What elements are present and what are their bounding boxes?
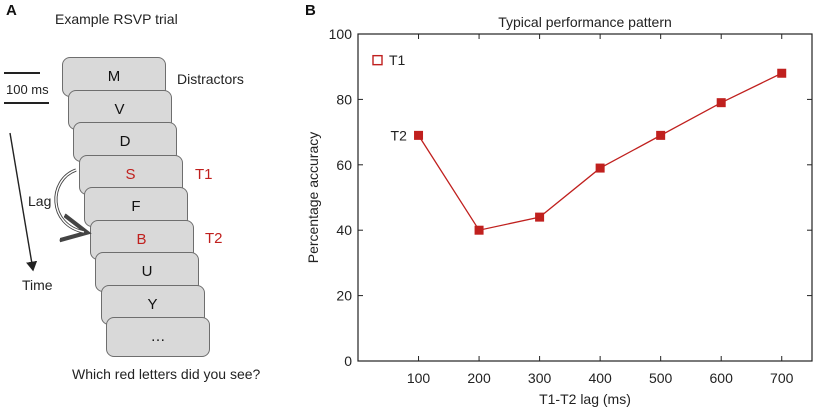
panel-b-letter: B	[305, 2, 316, 19]
t2-label: T2	[205, 230, 223, 247]
x-tick-label: 100	[407, 370, 431, 386]
scale-label: 100 ms	[6, 82, 49, 97]
data-point	[535, 212, 545, 222]
t1-marker	[372, 54, 383, 66]
t1-marker-label: T1	[389, 52, 406, 68]
data-point	[414, 130, 424, 140]
t1-label: T1	[195, 166, 213, 183]
x-tick-label: 200	[467, 370, 491, 386]
accuracy-line	[417, 72, 783, 231]
data-point	[474, 225, 484, 235]
time-arrow	[9, 132, 38, 272]
y-tick-label: 80	[336, 91, 352, 107]
t2-point-label: T2	[391, 127, 408, 143]
x-tick-label: 400	[588, 370, 612, 386]
distractor-letter-card: …	[106, 317, 210, 357]
time-label: Time	[22, 277, 53, 293]
data-point	[656, 130, 666, 140]
y-tick-label: 40	[336, 222, 352, 238]
data-point	[777, 68, 787, 78]
plot-frame	[357, 33, 813, 362]
panel-a-arrows	[9, 132, 260, 272]
data-point	[716, 98, 726, 108]
chart-title: Typical performance pattern	[498, 14, 672, 30]
y-axis-label: Percentage accuracy	[305, 132, 321, 264]
x-tick-label: 300	[528, 370, 552, 386]
scale-bar-bottom-line	[4, 102, 49, 104]
x-tick-label: 600	[710, 370, 734, 386]
y-tick-label: 60	[336, 157, 352, 173]
panel-a-title: Example RSVP trial	[55, 11, 178, 27]
scale-bar-top-line	[4, 72, 40, 74]
x-tick-label: 700	[770, 370, 794, 386]
y-tick-label: 0	[344, 353, 352, 369]
x-tick-label: 500	[649, 370, 673, 386]
data-point	[595, 163, 605, 173]
question-text: Which red letters did you see?	[72, 366, 261, 382]
panel-a-letter: A	[6, 2, 17, 19]
x-axis-label: T1-T2 lag (ms)	[539, 391, 631, 407]
y-tick-label: 100	[329, 26, 353, 42]
y-tick-label: 20	[336, 288, 352, 304]
distractors-label: Distractors	[177, 71, 244, 87]
lag-label: Lag	[28, 193, 52, 209]
